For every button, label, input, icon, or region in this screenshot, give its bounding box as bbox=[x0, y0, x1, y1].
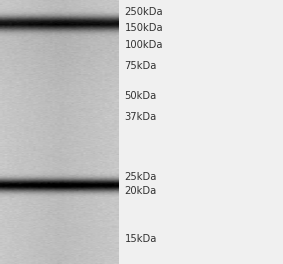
Text: 250kDa: 250kDa bbox=[125, 7, 163, 17]
Text: 25kDa: 25kDa bbox=[125, 172, 157, 182]
Text: 75kDa: 75kDa bbox=[125, 61, 157, 71]
Text: 100kDa: 100kDa bbox=[125, 40, 163, 50]
Bar bbox=[119, 0, 283, 264]
Text: 37kDa: 37kDa bbox=[125, 112, 157, 122]
Text: 150kDa: 150kDa bbox=[125, 23, 163, 33]
Text: 50kDa: 50kDa bbox=[125, 91, 157, 101]
Text: 20kDa: 20kDa bbox=[125, 186, 157, 196]
Text: 15kDa: 15kDa bbox=[125, 234, 157, 244]
